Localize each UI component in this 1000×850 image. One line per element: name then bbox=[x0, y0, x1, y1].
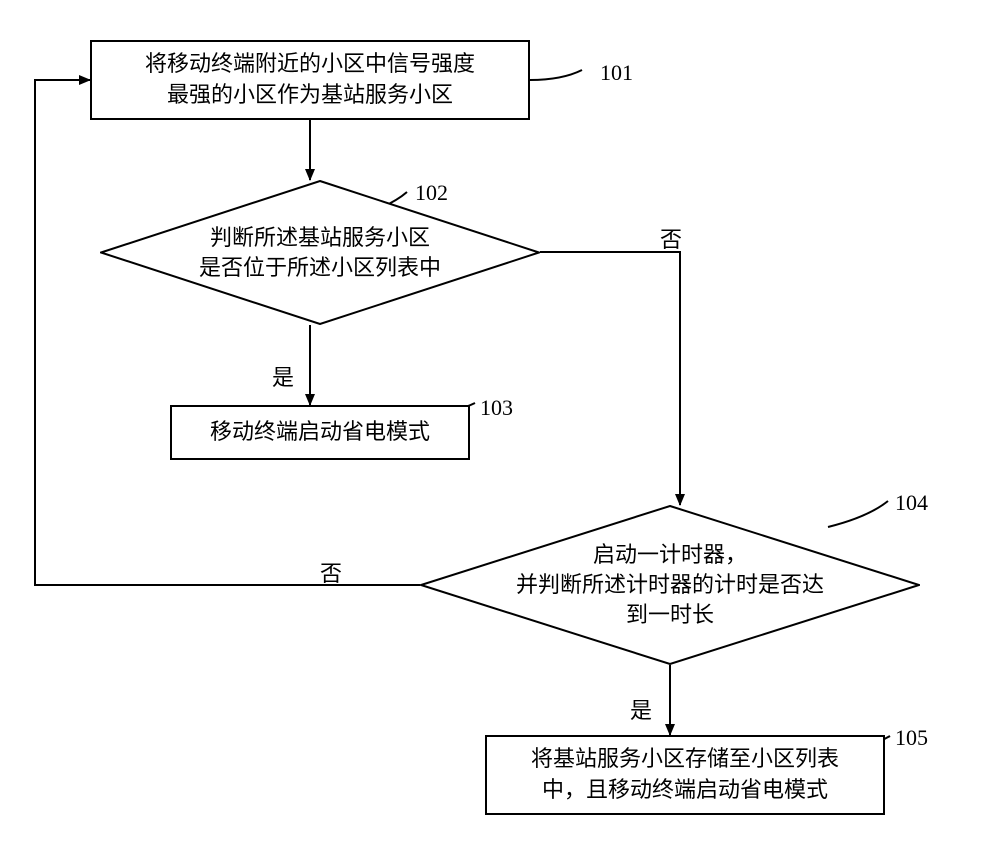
tag-105: 105 bbox=[895, 725, 928, 751]
tag-103: 103 bbox=[480, 395, 513, 421]
label-102-no: 否 bbox=[660, 222, 682, 254]
tag-104: 104 bbox=[895, 490, 928, 516]
step-105-store-cell: 将基站服务小区存储至小区列表中，且移动终端启动省电模式 bbox=[485, 735, 885, 815]
label-102-yes: 是 bbox=[272, 360, 294, 392]
decision-102-in-list: 判断所述基站服务小区是否位于所述小区列表中 bbox=[100, 180, 540, 325]
step-103-text: 移动终端启动省电模式 bbox=[210, 417, 430, 448]
flowchart-canvas: 将移动终端附近的小区中信号强度最强的小区作为基站服务小区 101 判断所述基站服… bbox=[0, 0, 1000, 850]
edge-tag101 bbox=[530, 70, 582, 80]
edge-e102-104n bbox=[540, 252, 680, 505]
label-104-yes: 是 bbox=[630, 693, 652, 725]
step-105-text: 将基站服务小区存储至小区列表中，且移动终端启动省电模式 bbox=[531, 744, 839, 806]
edge-e104-loop bbox=[35, 80, 420, 585]
step-101-select-cell: 将移动终端附近的小区中信号强度最强的小区作为基站服务小区 bbox=[90, 40, 530, 120]
decision-102-text: 判断所述基站服务小区是否位于所述小区列表中 bbox=[199, 223, 441, 282]
step-103-power-saving: 移动终端启动省电模式 bbox=[170, 405, 470, 460]
edges-layer bbox=[0, 0, 1000, 850]
decision-104-text: 启动一计时器，并判断所述计时器的计时是否达到一时长 bbox=[516, 540, 824, 629]
tag-102: 102 bbox=[415, 180, 448, 206]
tag-101: 101 bbox=[600, 60, 633, 86]
label-104-no: 否 bbox=[320, 556, 342, 588]
step-101-text: 将移动终端附近的小区中信号强度最强的小区作为基站服务小区 bbox=[145, 49, 475, 111]
decision-104-timer: 启动一计时器，并判断所述计时器的计时是否达到一时长 bbox=[420, 505, 920, 665]
